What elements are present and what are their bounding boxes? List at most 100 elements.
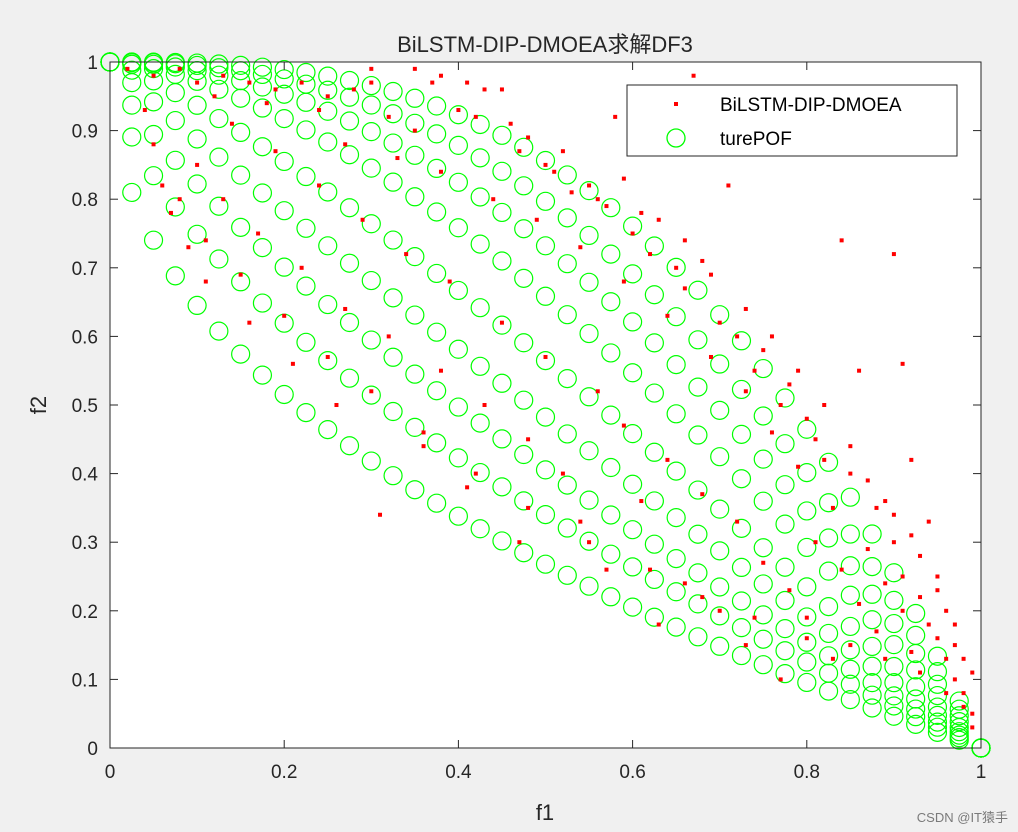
obtained-point — [874, 629, 879, 634]
true-pof-point — [122, 95, 142, 115]
true-pof-point — [427, 381, 447, 401]
obtained-point — [891, 512, 896, 517]
true-pof-point — [797, 501, 817, 521]
true-pof-point — [492, 477, 512, 497]
obtained-point — [238, 272, 243, 277]
true-pof-point — [731, 591, 752, 611]
obtained-point — [735, 519, 740, 524]
true-pof-point — [906, 699, 926, 719]
true-pof-point — [296, 62, 316, 83]
true-pof-point — [579, 181, 599, 201]
true-pof-point — [427, 322, 447, 342]
obtained-point — [456, 108, 461, 113]
legend-marker-true-pof — [666, 128, 686, 148]
true-pof-point — [339, 145, 360, 165]
obtained-point — [125, 66, 130, 71]
true-pof-point — [448, 397, 468, 417]
true-pof-point — [753, 605, 773, 625]
true-pof-point — [535, 191, 556, 211]
true-pof-point — [514, 491, 534, 511]
true-pof-point — [797, 537, 817, 558]
obtained-point — [395, 156, 400, 161]
true-pof-point — [906, 714, 926, 734]
true-pof-point — [492, 161, 512, 181]
true-pof-point — [383, 347, 403, 367]
true-pof-point — [622, 312, 643, 332]
obtained-point — [264, 101, 269, 106]
true-pof-point — [470, 148, 490, 168]
obtained-point — [961, 656, 966, 661]
x-tick-label: 0.2 — [271, 762, 297, 783]
y-tick-label: 0.2 — [72, 602, 98, 623]
obtained-point — [168, 210, 173, 215]
true-pof-point — [775, 590, 795, 611]
obtained-point — [595, 197, 600, 202]
obtained-point — [752, 615, 757, 620]
true-pof-point — [383, 104, 403, 124]
true-pof-point — [535, 286, 556, 306]
true-pof-point — [470, 234, 490, 254]
obtained-point — [412, 66, 417, 71]
true-pof-point — [579, 323, 599, 344]
true-pof-point — [405, 187, 425, 207]
true-pof-point — [862, 656, 882, 676]
true-pof-point — [383, 288, 403, 308]
true-pof-point — [339, 70, 360, 91]
y-tick-label: 0.8 — [72, 190, 98, 211]
true-pof-point — [231, 344, 251, 364]
true-pof-point — [906, 677, 926, 697]
true-pof-point — [688, 280, 708, 300]
obtained-point — [691, 73, 696, 78]
true-pof-point — [818, 452, 839, 472]
true-pof-point — [688, 480, 708, 500]
true-pof-point — [318, 182, 338, 202]
obtained-point — [778, 677, 783, 682]
obtained-point — [386, 114, 391, 119]
obtained-point — [421, 444, 426, 449]
true-pof-point — [557, 424, 577, 444]
obtained-point — [273, 87, 278, 92]
obtained-point — [787, 382, 792, 387]
obtained-point — [160, 183, 165, 188]
true-pof-point — [492, 373, 512, 393]
true-pof-point — [949, 725, 969, 745]
true-pof-point — [688, 425, 708, 445]
true-pof-point — [731, 618, 752, 638]
true-pof-point — [405, 364, 425, 384]
obtained-point — [334, 403, 339, 407]
true-pof-point — [644, 491, 664, 511]
obtained-point — [273, 149, 278, 154]
true-pof-point — [361, 122, 381, 142]
true-pof-point — [383, 230, 403, 250]
true-pof-point — [209, 58, 229, 78]
true-pof-point — [427, 433, 447, 453]
obtained-point — [247, 80, 252, 85]
obtained-point — [909, 457, 914, 462]
obtained-point — [256, 231, 261, 236]
obtained-point — [438, 368, 443, 373]
true-pof-point — [296, 166, 316, 187]
true-pof-point — [927, 646, 948, 666]
true-pof-point — [296, 402, 316, 423]
true-pof-point — [666, 582, 686, 602]
true-pof-point — [622, 264, 643, 284]
true-pof-point — [927, 685, 948, 706]
obtained-point — [743, 643, 748, 648]
obtained-point — [630, 231, 635, 236]
true-pof-point — [187, 129, 207, 149]
y-tick-label: 0.5 — [72, 396, 98, 417]
true-pof-point — [884, 673, 904, 693]
obtained-point — [787, 588, 792, 593]
true-pof-point — [753, 655, 773, 675]
true-pof-point — [818, 493, 839, 513]
obtained-point — [378, 512, 383, 517]
obtained-point — [682, 286, 687, 291]
obtained-point — [203, 238, 208, 243]
true-pof-point — [535, 150, 556, 171]
true-pof-point — [427, 96, 447, 116]
true-pof-point — [731, 331, 752, 351]
obtained-point — [325, 354, 330, 359]
obtained-point — [508, 121, 513, 126]
true-pof-point — [927, 722, 948, 742]
true-pof-point — [427, 202, 447, 222]
